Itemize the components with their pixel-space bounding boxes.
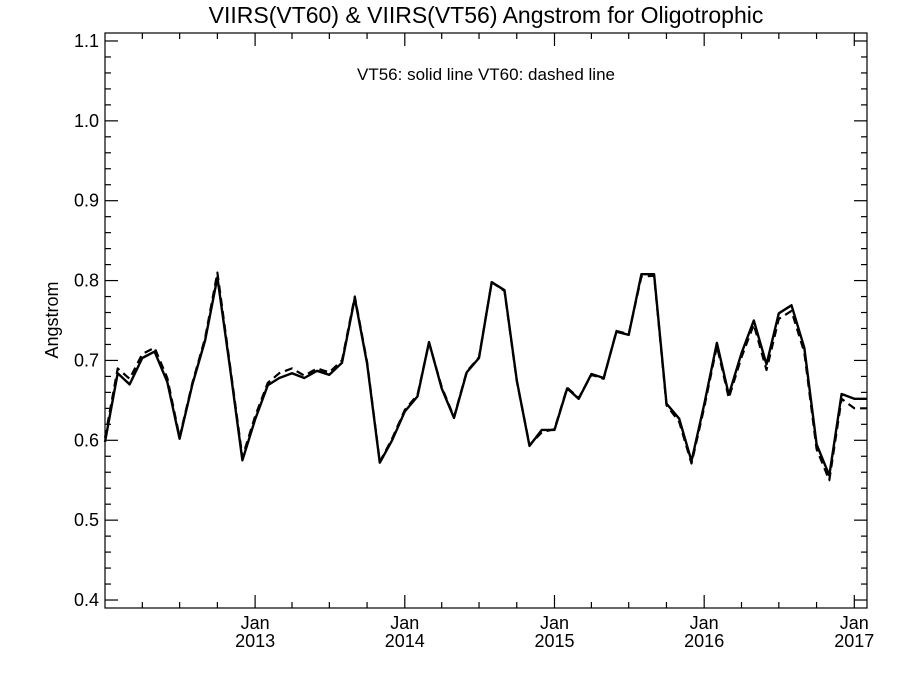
y-axis-label: Angstrom — [42, 281, 62, 358]
x-tick-year-label: 2013 — [235, 631, 275, 651]
x-tick-month-label: Jan — [690, 613, 719, 633]
line-style-legend: VT56: solid line VT60: dashed line — [357, 65, 615, 84]
y-tick-label: 0.5 — [74, 510, 99, 530]
x-tick-year-label: 2014 — [385, 631, 425, 651]
y-tick-label: 0.7 — [74, 350, 99, 370]
x-tick-year-label: 2017 — [834, 631, 874, 651]
y-tick-label: 1.1 — [74, 31, 99, 51]
axis-ticks — [105, 33, 867, 608]
y-tick-label: 0.9 — [74, 191, 99, 211]
chart-title: VIIRS(VT60) & VIIRS(VT56) Angstrom for O… — [209, 2, 764, 28]
x-tick-month-label: Jan — [840, 613, 869, 633]
x-tick-month-label: Jan — [241, 613, 270, 633]
plot-frame — [104, 32, 868, 609]
x-tick-month-label: Jan — [540, 613, 569, 633]
tick-labels: 0.40.50.60.70.80.91.01.1Jan2013Jan2014Ja… — [74, 31, 874, 651]
series-line-vt60 — [103, 271, 867, 482]
series-layer — [103, 271, 867, 482]
x-tick-month-label: Jan — [390, 613, 419, 633]
series-line-vt56 — [103, 273, 867, 477]
x-tick-year-label: 2015 — [534, 631, 574, 651]
y-tick-label: 0.8 — [74, 271, 99, 291]
y-tick-label: 0.4 — [74, 590, 99, 610]
y-tick-label: 0.6 — [74, 430, 99, 450]
y-tick-label: 1.0 — [74, 111, 99, 131]
x-tick-year-label: 2016 — [684, 631, 724, 651]
